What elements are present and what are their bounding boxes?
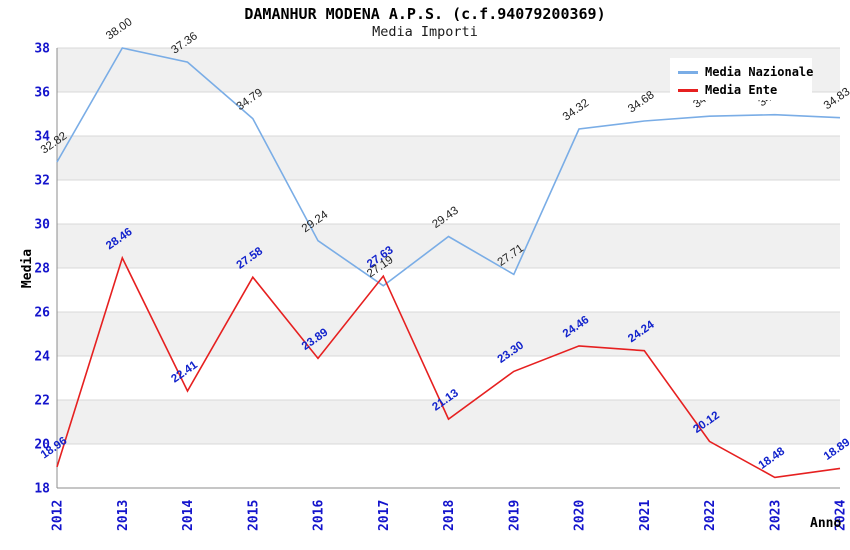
plot-band bbox=[57, 136, 840, 180]
plot-band bbox=[57, 268, 840, 312]
legend-swatch-nazionale-icon bbox=[678, 70, 698, 74]
chart-subtitle: Media Importi bbox=[372, 24, 478, 40]
legend-swatch-ente-icon bbox=[678, 88, 698, 92]
plot-band bbox=[57, 312, 840, 356]
legend-label-nazionale: Media Nazionale bbox=[705, 65, 814, 79]
y-tick-label: 24 bbox=[34, 350, 50, 365]
plot-band bbox=[57, 180, 840, 224]
y-tick-label: 36 bbox=[34, 86, 50, 101]
plot-band bbox=[57, 400, 840, 444]
plot-band bbox=[57, 356, 840, 400]
x-tick-label: 2019 bbox=[507, 500, 522, 531]
x-tick-label: 2016 bbox=[312, 500, 327, 531]
y-tick-label: 18 bbox=[34, 482, 50, 497]
x-tick-label: 2014 bbox=[181, 500, 196, 531]
legend-item-media-ente: Media Ente bbox=[678, 81, 812, 99]
y-tick-label: 32 bbox=[34, 174, 50, 189]
y-tick-label: 22 bbox=[34, 394, 50, 409]
series-line-media-ente bbox=[56, 255, 841, 479]
x-tick-label: 2015 bbox=[246, 500, 261, 531]
y-tick-label: 28 bbox=[34, 262, 50, 277]
plot-band bbox=[57, 444, 840, 488]
chart-legend: Media Nazionale Media Ente bbox=[670, 58, 814, 100]
x-tick-label: 2017 bbox=[377, 500, 392, 531]
chart-title: DAMANHUR MODENA A.P.S. (c.f.94079200369) bbox=[244, 5, 606, 23]
x-tick-label: 2018 bbox=[442, 500, 457, 531]
x-tick-label: 2022 bbox=[703, 500, 718, 531]
y-tick-label: 20 bbox=[34, 438, 50, 453]
x-tick-label: 2020 bbox=[573, 500, 588, 531]
y-tick-label: 38 bbox=[34, 42, 50, 57]
y-tick-label: 30 bbox=[34, 218, 50, 233]
legend-label-ente: Media Ente bbox=[705, 83, 778, 97]
x-tick-label: 2021 bbox=[638, 500, 653, 531]
x-tick-label: 2023 bbox=[768, 500, 783, 531]
legend-item-media-nazionale: Media Nazionale bbox=[678, 63, 814, 81]
x-tick-label: 2012 bbox=[51, 500, 66, 531]
plot-band bbox=[57, 224, 840, 268]
y-axis-title: Media bbox=[20, 248, 36, 289]
x-tick-label: 2024 bbox=[834, 500, 849, 531]
x-axis-title: Anno bbox=[810, 516, 842, 531]
y-tick-label: 34 bbox=[34, 130, 50, 145]
series-line-media-nazionale bbox=[56, 47, 841, 287]
x-tick-label: 2013 bbox=[116, 500, 131, 531]
y-tick-label: 26 bbox=[34, 306, 50, 321]
